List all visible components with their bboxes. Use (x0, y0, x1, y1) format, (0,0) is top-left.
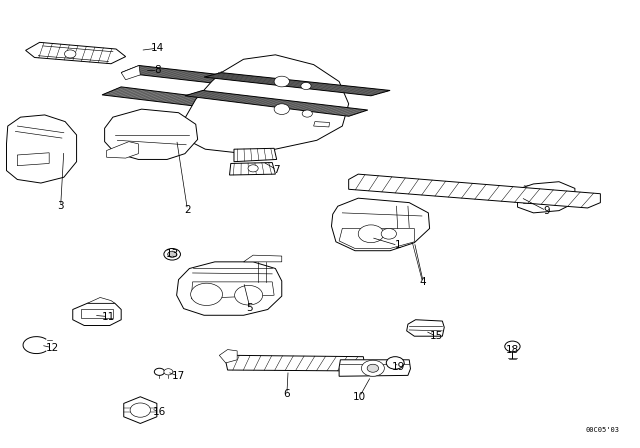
Text: 3: 3 (58, 201, 64, 211)
Text: 00C05'03: 00C05'03 (586, 427, 620, 433)
Polygon shape (349, 174, 600, 208)
Text: 15: 15 (429, 331, 443, 341)
Polygon shape (518, 182, 575, 213)
Polygon shape (121, 65, 320, 93)
Text: 13: 13 (166, 249, 179, 259)
Text: 11: 11 (102, 312, 115, 322)
Text: 1: 1 (394, 241, 401, 250)
Polygon shape (177, 262, 282, 315)
Circle shape (168, 251, 177, 258)
Polygon shape (314, 121, 330, 127)
Text: 4: 4 (420, 277, 426, 287)
Text: 7: 7 (273, 165, 280, 175)
Polygon shape (185, 90, 368, 116)
Polygon shape (17, 153, 49, 166)
Polygon shape (244, 255, 282, 262)
Polygon shape (102, 87, 307, 117)
Text: 17: 17 (172, 371, 185, 381)
Circle shape (274, 76, 289, 87)
Circle shape (248, 165, 258, 172)
Polygon shape (204, 73, 390, 96)
Polygon shape (26, 43, 125, 64)
Polygon shape (183, 55, 349, 153)
Circle shape (301, 82, 311, 90)
Polygon shape (106, 142, 138, 158)
Circle shape (130, 403, 150, 417)
Text: 16: 16 (153, 407, 166, 417)
Polygon shape (191, 282, 274, 299)
Polygon shape (226, 355, 365, 371)
Polygon shape (230, 163, 275, 175)
Text: 12: 12 (45, 343, 59, 353)
Circle shape (387, 357, 404, 369)
Polygon shape (6, 115, 77, 183)
Text: 18: 18 (506, 345, 519, 354)
Circle shape (381, 228, 396, 239)
Polygon shape (88, 297, 115, 303)
Circle shape (235, 285, 262, 305)
Polygon shape (406, 320, 444, 336)
Polygon shape (81, 310, 113, 319)
Circle shape (164, 249, 180, 260)
Polygon shape (121, 65, 140, 80)
Circle shape (362, 360, 385, 376)
Polygon shape (104, 109, 198, 159)
Polygon shape (234, 148, 276, 162)
Text: 10: 10 (353, 392, 366, 402)
Text: 8: 8 (154, 65, 161, 75)
Polygon shape (339, 228, 414, 249)
Circle shape (65, 50, 76, 58)
Text: 9: 9 (543, 206, 550, 215)
Polygon shape (220, 349, 237, 363)
Text: 2: 2 (184, 205, 191, 215)
Circle shape (154, 368, 164, 375)
Polygon shape (339, 360, 410, 376)
Circle shape (505, 341, 520, 352)
Polygon shape (124, 397, 157, 423)
Circle shape (274, 104, 289, 115)
Text: 6: 6 (284, 389, 290, 399)
Circle shape (302, 110, 312, 117)
Polygon shape (73, 303, 121, 326)
Circle shape (367, 364, 379, 372)
Text: 5: 5 (246, 303, 253, 313)
Circle shape (164, 369, 173, 375)
Circle shape (191, 283, 223, 306)
Text: 14: 14 (151, 43, 164, 53)
Circle shape (358, 225, 384, 243)
Polygon shape (332, 198, 429, 251)
Text: 19: 19 (392, 362, 405, 372)
